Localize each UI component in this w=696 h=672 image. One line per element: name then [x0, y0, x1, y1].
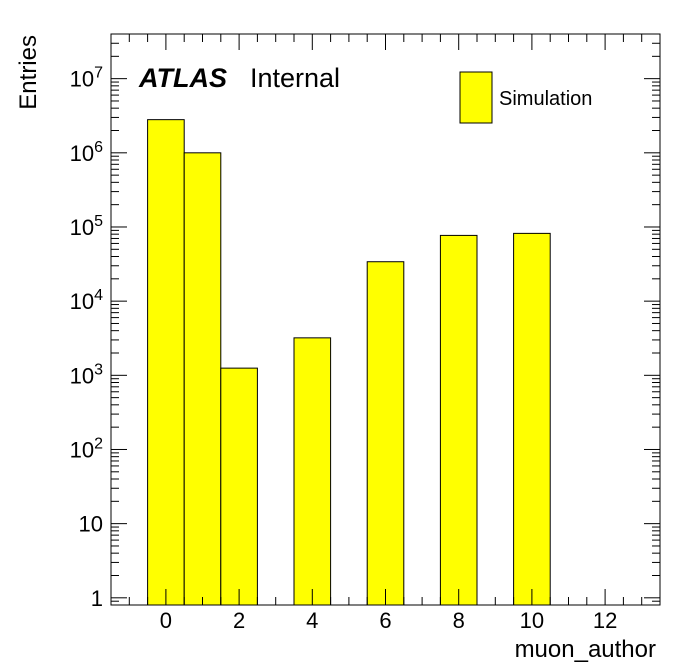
- y-axis-title: Entries: [15, 35, 42, 110]
- x-tick-label: 2: [233, 608, 245, 633]
- atlas-label: ATLAS: [138, 63, 227, 93]
- legend-entry-simulation: Simulation: [499, 88, 592, 110]
- y-tick-label: 104: [70, 287, 103, 314]
- y-tick-label: 10: [79, 512, 103, 537]
- histogram-bar-10: [513, 232, 551, 606]
- x-axis-title: muon_author: [515, 636, 656, 663]
- legend-swatch: [459, 71, 493, 124]
- y-tick-label: 106: [70, 139, 103, 166]
- histogram-bar-1: [183, 152, 222, 606]
- y-tick-label: 102: [70, 435, 103, 462]
- y-tick-label: 103: [70, 361, 103, 388]
- plot-frame: [110, 33, 661, 606]
- x-tick-label: 10: [520, 608, 544, 633]
- x-tick-label: 4: [306, 608, 318, 633]
- internal-label: Internal: [250, 63, 340, 93]
- histogram-bar-2: [220, 367, 258, 606]
- x-tick-label: 0: [160, 608, 172, 633]
- histogram-bar-6: [366, 261, 405, 606]
- x-tick-label: 12: [593, 608, 617, 633]
- y-tick-label: 105: [70, 213, 103, 240]
- bars-group: [147, 119, 551, 606]
- histogram-bar-0: [147, 119, 185, 606]
- x-tick-label: 6: [379, 608, 391, 633]
- histogram-bar-8: [439, 234, 478, 606]
- y-tick-label: 1: [91, 586, 103, 611]
- y-tick-label: 107: [70, 65, 103, 92]
- histogram-bar-4: [293, 337, 332, 606]
- ticks-group: 0 2 4 6 8 10 12 1 10 102 103 104 105 106 107: [70, 33, 661, 633]
- x-tick-label: 8: [453, 608, 465, 633]
